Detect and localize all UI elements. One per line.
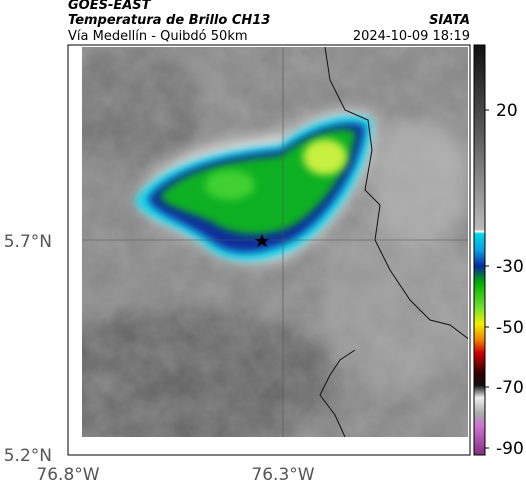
datetime: 2024-10-09 18:19: [353, 29, 470, 44]
location-marker: [255, 234, 269, 247]
lat-label: 5.2°N: [4, 446, 52, 466]
satellite: GOES-EAST: [68, 0, 152, 13]
colorbar-label: -90: [496, 439, 524, 459]
lon-label: 76.3°W: [251, 465, 314, 485]
colorbar: [473, 44, 486, 456]
lat-label: 5.7°N: [4, 232, 52, 252]
colorbar-label: -30: [496, 257, 524, 277]
source: SIATA: [429, 13, 470, 28]
colorbar-label: 20: [496, 101, 518, 121]
colorbar-label: -70: [496, 378, 524, 398]
route: Vía Medellín - Quibdó 50km: [68, 29, 248, 44]
satellite-image: [82, 47, 468, 437]
lon-label: 76.8°W: [36, 465, 99, 485]
product: Temperatura de Brillo CH13: [68, 13, 270, 28]
colorbar-label: -50: [496, 318, 524, 338]
